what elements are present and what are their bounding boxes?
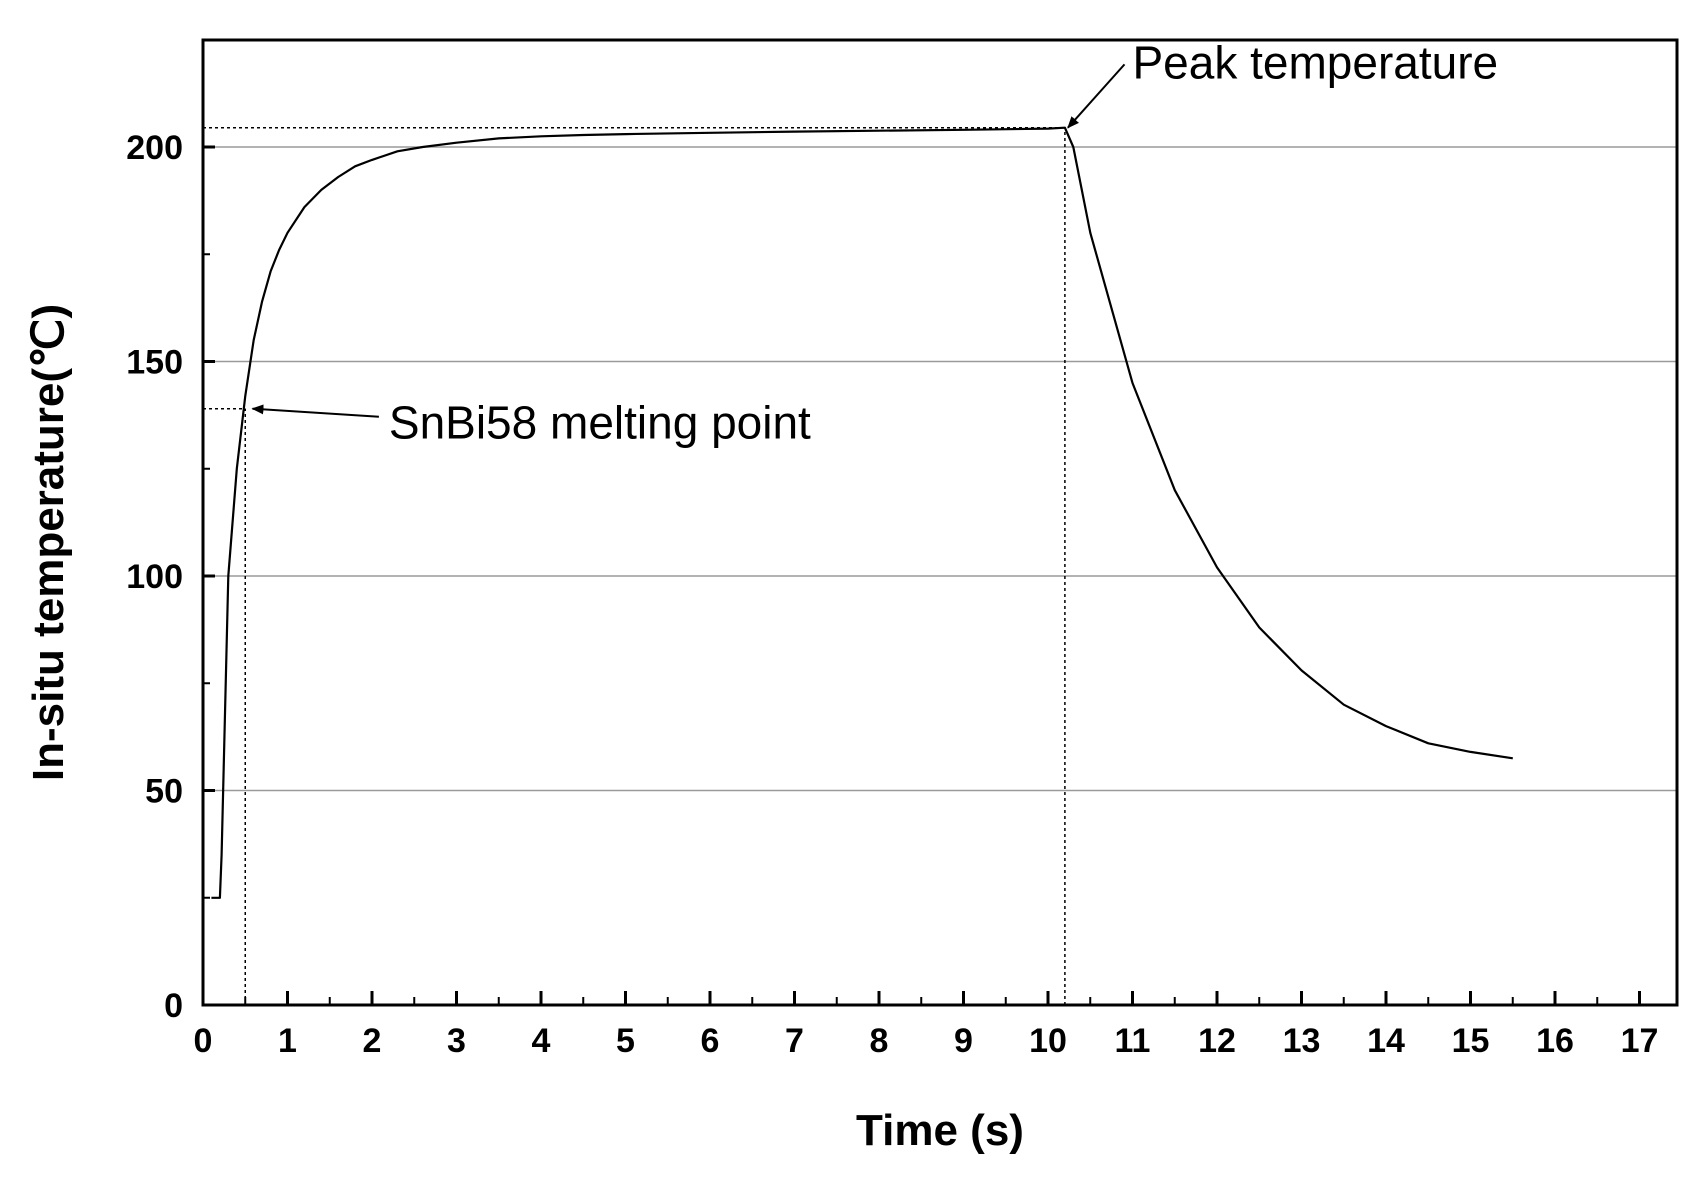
y-tick-label: 100 — [126, 558, 183, 596]
x-tick-label: 1 — [278, 1022, 297, 1060]
x-tick-label: 0 — [194, 1022, 213, 1060]
y-tick-label: 200 — [126, 129, 183, 167]
melting-point-label: SnBi58 melting point — [389, 397, 811, 449]
x-tick-label: 9 — [954, 1022, 973, 1060]
x-tick-label: 17 — [1621, 1022, 1659, 1060]
x-tick-label: 14 — [1367, 1022, 1405, 1060]
y-tick-label: 0 — [164, 987, 183, 1025]
reference-lines — [203, 126, 1066, 1005]
series-line — [211, 126, 1513, 899]
peak-label: Peak temperature — [1133, 36, 1499, 88]
plot-frame — [201, 38, 1679, 1007]
x-tick-label: 10 — [1029, 1022, 1067, 1060]
x-tick-label: 15 — [1452, 1022, 1490, 1060]
x-tick-label: 8 — [870, 1022, 889, 1060]
x-tick-label: 6 — [701, 1022, 720, 1060]
x-tick-label: 7 — [785, 1022, 804, 1060]
x-tick-label: 11 — [1115, 1022, 1151, 1060]
x-tick-label: 2 — [363, 1022, 382, 1060]
y-tick-label: 150 — [126, 344, 183, 382]
axis-ticks — [201, 145, 1641, 1007]
x-tick-label: 13 — [1283, 1022, 1321, 1060]
x-tick-label: 12 — [1198, 1022, 1236, 1060]
x-tick-label: 4 — [532, 1022, 551, 1060]
melting-point-label-arrow — [251, 404, 379, 418]
x-tick-label: 3 — [447, 1022, 466, 1060]
grid-lines — [203, 146, 1677, 792]
y-axis-title: In-situ temperature(℃) — [24, 304, 73, 781]
x-tick-label: 5 — [616, 1022, 635, 1060]
y-tick-label: 50 — [145, 773, 183, 811]
peak-label-arrow — [1067, 63, 1126, 129]
x-axis-title: Time (s) — [856, 1106, 1024, 1155]
x-tick-label: 16 — [1536, 1022, 1574, 1060]
annotations: SnBi58 melting point Peak temperature — [251, 36, 1499, 449]
series-layer — [211, 126, 1513, 899]
